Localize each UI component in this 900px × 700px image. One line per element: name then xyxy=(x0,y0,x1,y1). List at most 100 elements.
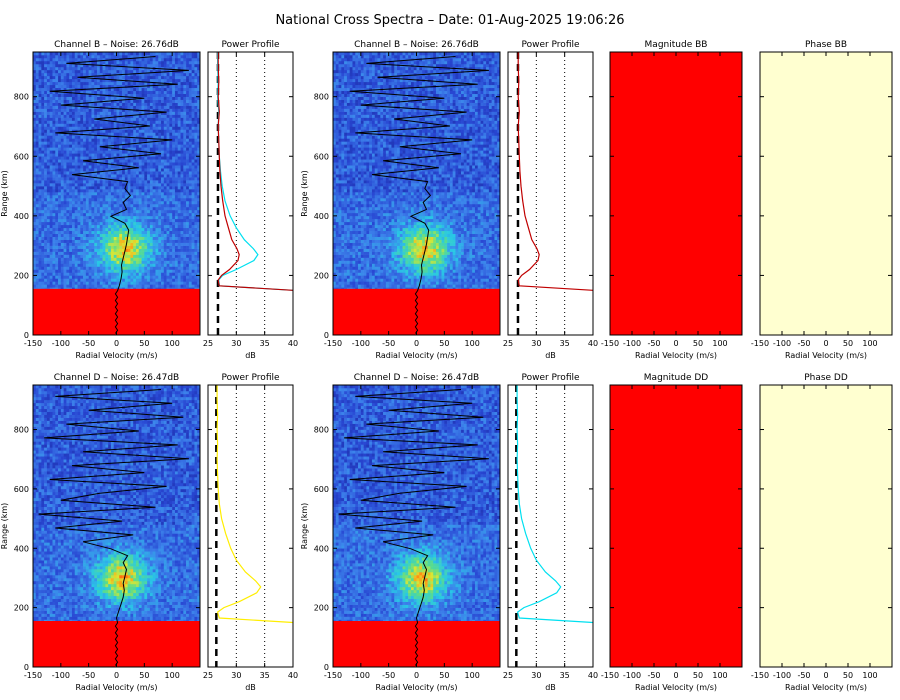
spectrum-cell xyxy=(152,180,156,184)
spectrum-cell xyxy=(94,78,98,83)
spectrum-cell xyxy=(58,138,62,142)
spectrum-cell xyxy=(152,242,156,246)
spectrum-cell xyxy=(77,260,81,264)
spectrum-cell xyxy=(174,224,179,229)
spectrum-cell xyxy=(122,183,126,187)
spectrum-cell xyxy=(122,54,126,59)
spectrum-cell xyxy=(174,230,179,235)
spectrum-cell xyxy=(191,153,195,157)
spectrum-cell xyxy=(38,150,42,154)
spectrum-cell xyxy=(116,221,120,226)
spectrum-cell xyxy=(35,203,39,208)
spectrum-cell xyxy=(186,281,190,285)
spectrum-cell xyxy=(163,60,167,65)
spectrum-cell xyxy=(180,72,184,77)
spectrum-cell xyxy=(63,260,67,264)
spectrum-cell xyxy=(166,203,170,208)
spectrum-cell xyxy=(116,281,120,285)
spectrum-cell xyxy=(135,138,140,142)
spectrum-cell xyxy=(88,174,92,178)
spectrum-cell xyxy=(188,192,192,196)
spectrum-cell xyxy=(58,257,62,261)
spectrum-cell xyxy=(188,230,192,235)
spectrum-cell xyxy=(91,192,95,196)
spectrum-cell xyxy=(166,221,170,226)
spectrum-cell xyxy=(180,63,184,68)
spectrum-cell xyxy=(166,57,170,62)
spectrum-cell xyxy=(38,239,42,243)
spectrum-cell xyxy=(66,78,70,83)
spectrum-cell xyxy=(155,203,159,208)
spectrum-cell xyxy=(77,254,81,258)
spectrum-cell xyxy=(163,72,167,77)
spectrum-cell xyxy=(69,111,73,115)
spectrum-cell xyxy=(74,150,78,154)
spectrum-cell xyxy=(183,54,187,59)
spectrum-cell xyxy=(188,200,192,205)
spectrum-cell xyxy=(71,147,76,151)
spectrum-cell xyxy=(94,75,98,80)
spectrum-cell xyxy=(116,132,120,136)
spectrum-cell xyxy=(80,147,84,151)
spectrum-cell xyxy=(97,84,101,89)
spectrum-cell xyxy=(91,66,95,71)
spectrum-cell xyxy=(35,159,39,163)
spectrum-cell xyxy=(46,159,50,163)
spectrum-cell xyxy=(71,90,76,95)
spectrum-cell xyxy=(333,162,337,166)
spectrum-cell xyxy=(83,242,87,246)
spectrum-cell xyxy=(63,52,67,56)
spectrum-cell xyxy=(197,251,201,255)
spectrum-cell xyxy=(74,221,78,226)
spectrum-cell xyxy=(169,266,173,270)
spectrum-cell xyxy=(161,102,165,106)
spectrum-cell xyxy=(174,57,179,62)
spectrum-cell xyxy=(77,84,81,89)
spectrum-cell xyxy=(333,284,337,288)
spectrum-cell xyxy=(33,284,37,288)
spectrum-cell xyxy=(35,200,39,205)
spectrum-cell xyxy=(180,99,184,103)
spectrum-cell xyxy=(74,159,78,163)
spectrum-cell xyxy=(77,108,81,112)
spectrum-cell xyxy=(116,242,120,246)
spectrum-cell xyxy=(116,254,120,258)
spectrum-cell xyxy=(169,66,173,71)
spectrum-cell xyxy=(58,233,62,237)
spectrum-cell xyxy=(188,75,192,80)
spectrum-cell xyxy=(113,245,117,249)
spectrum-cell xyxy=(155,281,159,285)
spectrum-cell xyxy=(333,227,337,232)
spectrum-cell xyxy=(172,123,176,127)
spectrum-cell xyxy=(99,147,103,151)
spectrum-cell xyxy=(38,108,42,112)
spectrum-cell xyxy=(113,123,117,127)
spectrum-cell xyxy=(119,93,123,97)
spectrum-cell xyxy=(163,162,167,166)
spectrum-cell xyxy=(172,242,176,246)
spectrum-cell xyxy=(113,102,117,106)
spectrum-cell xyxy=(55,165,59,169)
spectrum-cell xyxy=(130,96,134,100)
spectrum-cell xyxy=(38,212,42,217)
spectrum-cell xyxy=(138,284,142,288)
spectrum-cell xyxy=(80,272,84,276)
spectrum-cell xyxy=(69,78,73,83)
spectrum-cell xyxy=(147,281,151,285)
spectrum-cell xyxy=(46,81,50,86)
spectrum-cell xyxy=(60,123,64,127)
spectrum-cell xyxy=(133,212,137,217)
spectrum-cell xyxy=(88,227,92,232)
spectrum-cell xyxy=(180,221,184,226)
plot-frame xyxy=(32,51,201,336)
spectrum-cell xyxy=(138,93,142,97)
spectrum-cell xyxy=(60,221,64,226)
spectrum-cell xyxy=(69,209,73,214)
spectrum-cell xyxy=(166,266,170,270)
spectrum-cell xyxy=(133,227,137,232)
spectrum-cell xyxy=(116,171,120,175)
spectrum-cell xyxy=(85,123,89,127)
spectrum-cell xyxy=(135,212,140,217)
spectrum-cell xyxy=(44,75,48,80)
spectrum-cell xyxy=(80,120,84,124)
